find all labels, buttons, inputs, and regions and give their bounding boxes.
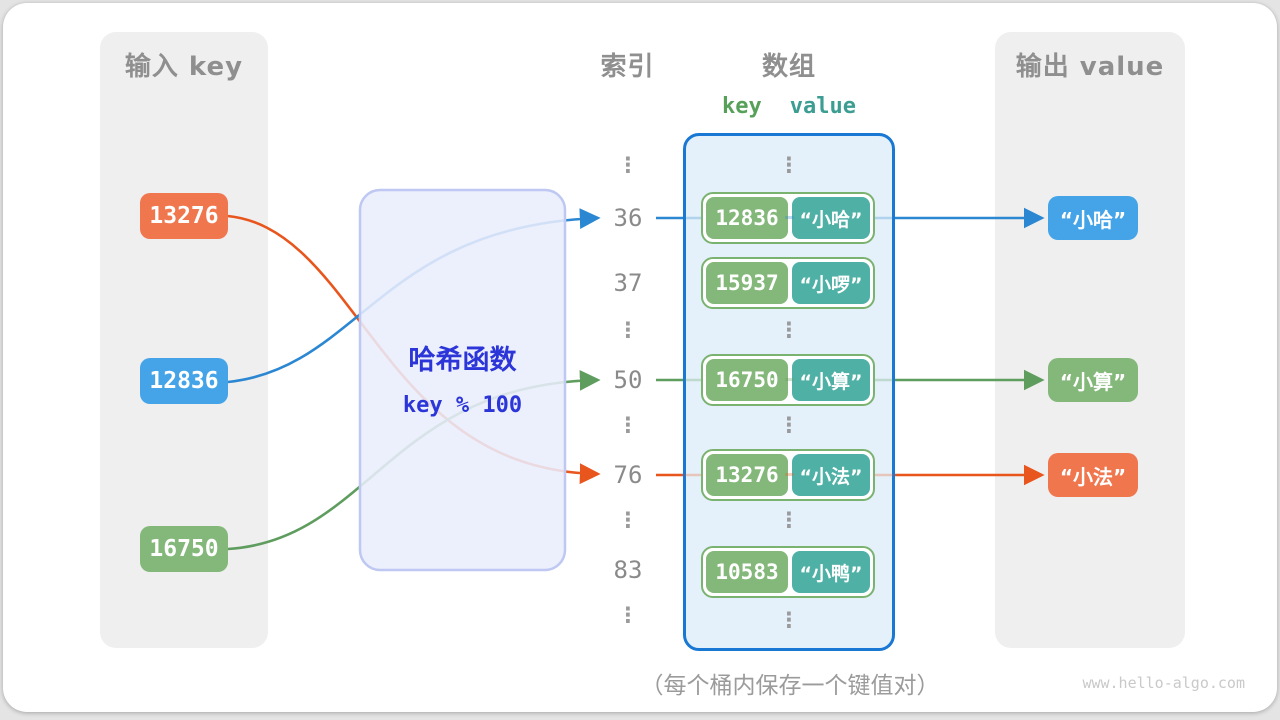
bucket-value: “小算” bbox=[792, 359, 870, 401]
index-36: 36 bbox=[613, 204, 643, 232]
bucket-caption: （每个桶内保存一个键值对） bbox=[640, 673, 940, 699]
index-76: 76 bbox=[613, 461, 643, 489]
input-key-13276: 13276 bbox=[140, 193, 228, 239]
gap-through-line bbox=[785, 473, 794, 476]
output-value-xiaofa: “小法” bbox=[1048, 453, 1138, 497]
array-ellipsis: ⋮ bbox=[778, 318, 800, 342]
array-kv-header: key value bbox=[683, 94, 895, 119]
bucket-36: 12836 “小哈” bbox=[701, 192, 875, 244]
key-header-label: key bbox=[722, 94, 762, 119]
bucket-value: “小法” bbox=[792, 454, 870, 496]
bucket-key: 16750 bbox=[706, 359, 788, 401]
input-key-16750: 16750 bbox=[140, 526, 228, 572]
input-key-12836: 12836 bbox=[140, 358, 228, 404]
bucket-key: 13276 bbox=[706, 454, 788, 496]
index-83: 83 bbox=[613, 556, 643, 584]
gap-through-line bbox=[785, 216, 794, 219]
hash-function-label: 哈希函数 key % 100 bbox=[360, 338, 565, 418]
array-ellipsis: ⋮ bbox=[778, 608, 800, 632]
index-ellipsis: ⋮ bbox=[617, 603, 639, 627]
output-panel-title: 输出 value bbox=[1015, 52, 1165, 82]
index-ellipsis: ⋮ bbox=[617, 318, 639, 342]
output-value-panel bbox=[995, 32, 1185, 648]
bucket-key: 15937 bbox=[706, 262, 788, 304]
value-header-label: value bbox=[789, 94, 856, 119]
index-50: 50 bbox=[613, 366, 643, 394]
output-value-xiaoha: “小哈” bbox=[1048, 196, 1138, 240]
bucket-key: 10583 bbox=[706, 551, 788, 593]
gap-through-line bbox=[785, 378, 794, 381]
array-ellipsis: ⋮ bbox=[778, 413, 800, 437]
index-ellipsis: ⋮ bbox=[617, 413, 639, 437]
bucket-50: 16750 “小算” bbox=[701, 354, 875, 406]
bucket-76: 13276 “小法” bbox=[701, 449, 875, 501]
bucket-83: 10583 “小鸭” bbox=[701, 546, 875, 598]
bucket-37: 15937 “小啰” bbox=[701, 257, 875, 309]
index-ellipsis: ⋮ bbox=[617, 508, 639, 532]
array-column-title: 数组 bbox=[761, 52, 816, 82]
bucket-key: 12836 bbox=[706, 197, 788, 239]
index-37: 37 bbox=[613, 269, 643, 297]
array-ellipsis: ⋮ bbox=[778, 153, 800, 177]
bucket-value: “小哈” bbox=[792, 197, 870, 239]
index-ellipsis: ⋮ bbox=[617, 153, 639, 177]
hash-function-title: 哈希函数 bbox=[408, 345, 517, 376]
watermark: www.hello-algo.com bbox=[1082, 674, 1245, 692]
bucket-value: “小啰” bbox=[792, 262, 870, 304]
bucket-value: “小鸭” bbox=[792, 551, 870, 593]
array-ellipsis: ⋮ bbox=[778, 508, 800, 532]
index-column-title: 索引 bbox=[600, 52, 655, 82]
output-value-xiaosuan: “小算” bbox=[1048, 358, 1138, 402]
hash-function-formula: key % 100 bbox=[402, 393, 523, 418]
input-panel-title: 输入 key bbox=[124, 52, 244, 82]
